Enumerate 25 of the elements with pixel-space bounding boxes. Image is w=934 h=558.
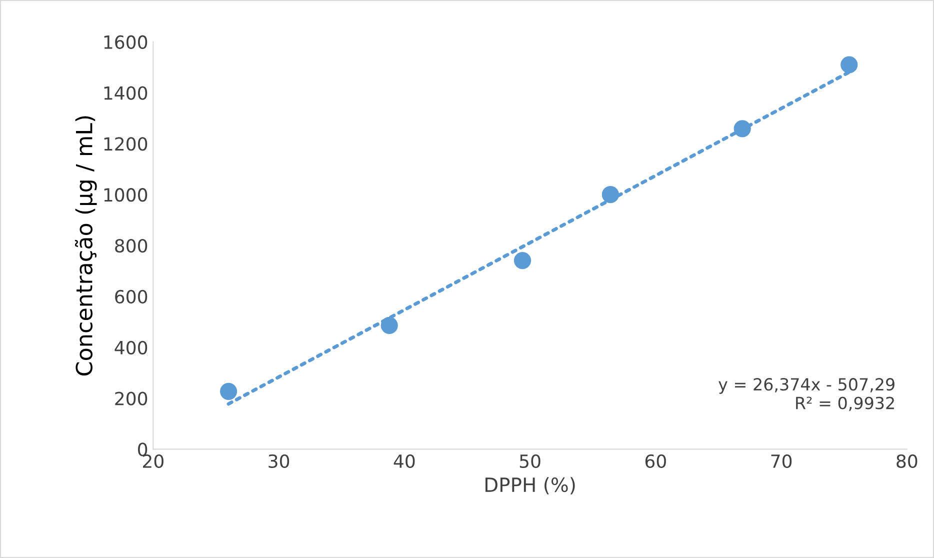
y-axis-title: Concentração (µg / mL) <box>74 116 97 376</box>
point <box>840 56 858 74</box>
point <box>734 120 751 138</box>
annotation: y = 26,374x - 507,29 R² = 0,9932 <box>718 378 894 411</box>
x-tick-label: 80 <box>896 454 918 468</box>
y-tick-label: 600 <box>115 290 148 304</box>
y-tick-label: 0 <box>138 442 148 456</box>
x-tick-label: 60 <box>645 454 666 468</box>
point <box>602 186 619 204</box>
x-tick-label: 50 <box>520 454 540 468</box>
y-tick-label: 1200 <box>104 137 148 151</box>
x-axis-title: DPPH (%) <box>486 477 575 494</box>
x-tick-label: 30 <box>268 454 290 468</box>
y-tick-label: 1400 <box>104 86 148 100</box>
x-tick-label: 70 <box>771 454 792 468</box>
y-tick-label: 200 <box>115 392 148 406</box>
y-tick-label: 1600 <box>104 35 148 49</box>
point <box>220 382 238 400</box>
x-tick-label: 40 <box>394 454 415 468</box>
x-tick-label: 20 <box>143 454 164 468</box>
y-tick-label: 800 <box>115 238 148 253</box>
y-tick-label: 400 <box>114 340 148 354</box>
y-tick-label: 1000 <box>104 188 148 202</box>
point <box>380 316 398 334</box>
point <box>514 252 532 270</box>
